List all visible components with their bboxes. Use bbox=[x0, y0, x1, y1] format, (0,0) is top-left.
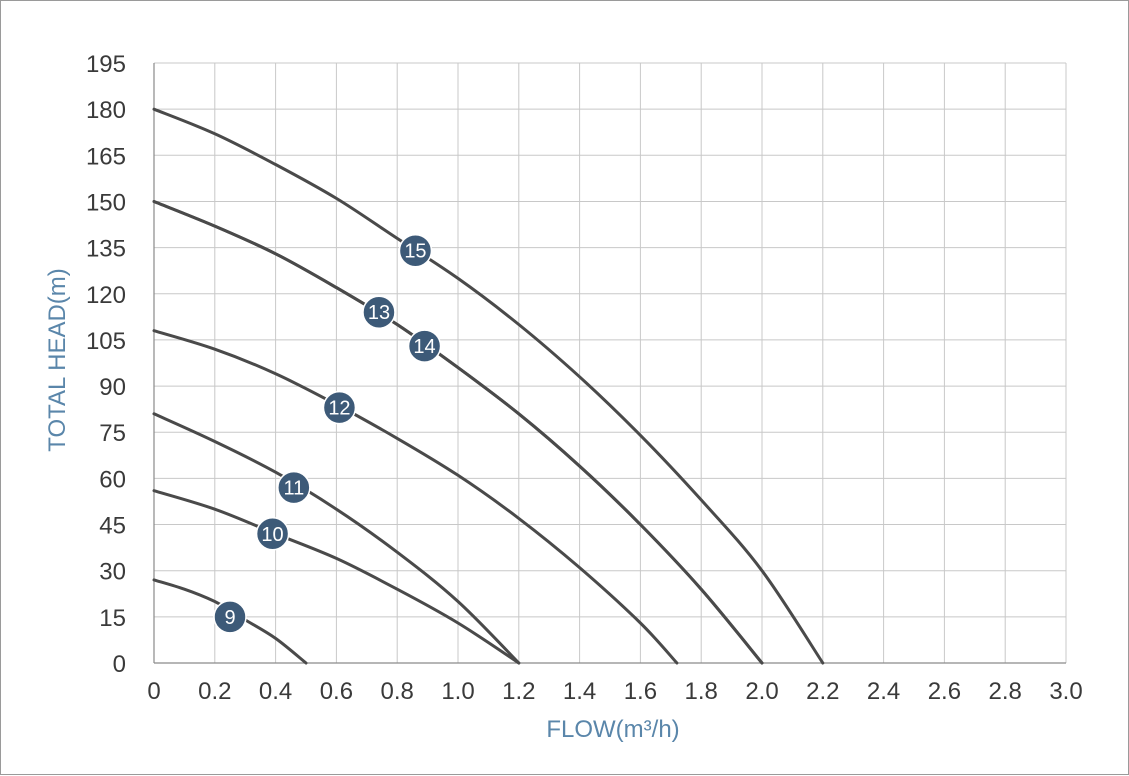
curve-label-13: 13 bbox=[362, 295, 396, 329]
curve-15 bbox=[152, 107, 825, 665]
curve-label-text: 11 bbox=[283, 478, 304, 500]
curve-label-14: 14 bbox=[407, 329, 442, 363]
y-tick-label: 45 bbox=[99, 513, 126, 540]
curve-12 bbox=[152, 329, 679, 665]
x-tick-label: 2.8 bbox=[989, 678, 1022, 705]
curve-label-badge bbox=[362, 295, 396, 329]
x-tick-label: 0.8 bbox=[381, 678, 414, 705]
y-axis-ticks: 0 15 30 45 60 75 90 105 120 135 150 165 180 195 bbox=[86, 51, 126, 678]
x-tick-label: 1.2 bbox=[502, 678, 535, 705]
curve-label-10: 10 bbox=[255, 517, 290, 551]
curve-label-badge bbox=[277, 470, 311, 505]
x-tick-label: 0.4 bbox=[259, 678, 292, 705]
x-tick-label: 1.4 bbox=[563, 678, 596, 705]
x-tick-label: 2.0 bbox=[745, 678, 778, 705]
y-tick-label: 120 bbox=[86, 282, 126, 309]
curve-label-text: 9 bbox=[224, 607, 235, 629]
curve-label-badge bbox=[398, 233, 433, 268]
y-axis-title: TOTAL HEAD(m) bbox=[44, 268, 71, 452]
y-tick-label: 60 bbox=[99, 466, 126, 493]
x-tick-label: 1.6 bbox=[624, 678, 657, 705]
y-tick-label: 105 bbox=[86, 328, 126, 355]
curve-label-12: 12 bbox=[322, 390, 357, 425]
curve-label-15: 15 bbox=[398, 233, 433, 268]
curve-14 bbox=[152, 200, 764, 665]
y-tick-label: 15 bbox=[99, 605, 126, 632]
curve-label-text: 14 bbox=[413, 336, 435, 358]
curve-label-badge bbox=[213, 600, 247, 634]
y-tick-label: 135 bbox=[86, 236, 126, 263]
x-tick-label: 1.8 bbox=[685, 678, 718, 705]
curve-10 bbox=[152, 489, 521, 665]
x-tick-label: 3.0 bbox=[1049, 678, 1082, 705]
x-tick-label: 0.2 bbox=[198, 678, 231, 705]
curve-label-11: 11 bbox=[277, 470, 311, 505]
x-tick-label: 0 bbox=[147, 678, 160, 705]
curve-label-text: 10 bbox=[261, 524, 283, 546]
curves bbox=[152, 107, 825, 665]
grid bbox=[153, 62, 1067, 664]
curve-label-badge bbox=[322, 390, 357, 425]
curve-label-badge bbox=[255, 517, 290, 551]
x-tick-label: 1.0 bbox=[441, 678, 474, 705]
curve-labels: 9 10 11 12 13 14 15 bbox=[213, 233, 442, 634]
curve-label-text: 13 bbox=[368, 302, 390, 324]
y-tick-label: 75 bbox=[99, 420, 126, 447]
curve-11 bbox=[152, 412, 521, 665]
y-tick-label: 0 bbox=[113, 651, 126, 678]
y-tick-label: 150 bbox=[86, 189, 126, 216]
x-tick-label: 2.2 bbox=[806, 678, 839, 705]
x-axis-title: FLOW(m³/h) bbox=[546, 716, 679, 743]
curve-label-text: 12 bbox=[328, 398, 350, 420]
x-tick-label: 2.4 bbox=[867, 678, 900, 705]
y-tick-label: 180 bbox=[86, 97, 126, 124]
y-tick-label: 30 bbox=[99, 559, 126, 586]
y-tick-label: 90 bbox=[99, 374, 126, 401]
curve-label-badge bbox=[407, 329, 442, 363]
x-tick-label: 0.6 bbox=[320, 678, 353, 705]
x-tick-label: 2.6 bbox=[928, 678, 961, 705]
curve-label-9: 9 bbox=[213, 600, 247, 634]
x-axis-ticks: 0 0.2 0.4 0.6 0.8 1.0 1.2 1.4 1.6 1.8 2.0 2.2 2.4 2.6… bbox=[147, 678, 1082, 705]
y-tick-label: 195 bbox=[86, 51, 126, 78]
curve-label-text: 15 bbox=[404, 241, 426, 263]
y-tick-label: 165 bbox=[86, 143, 126, 170]
